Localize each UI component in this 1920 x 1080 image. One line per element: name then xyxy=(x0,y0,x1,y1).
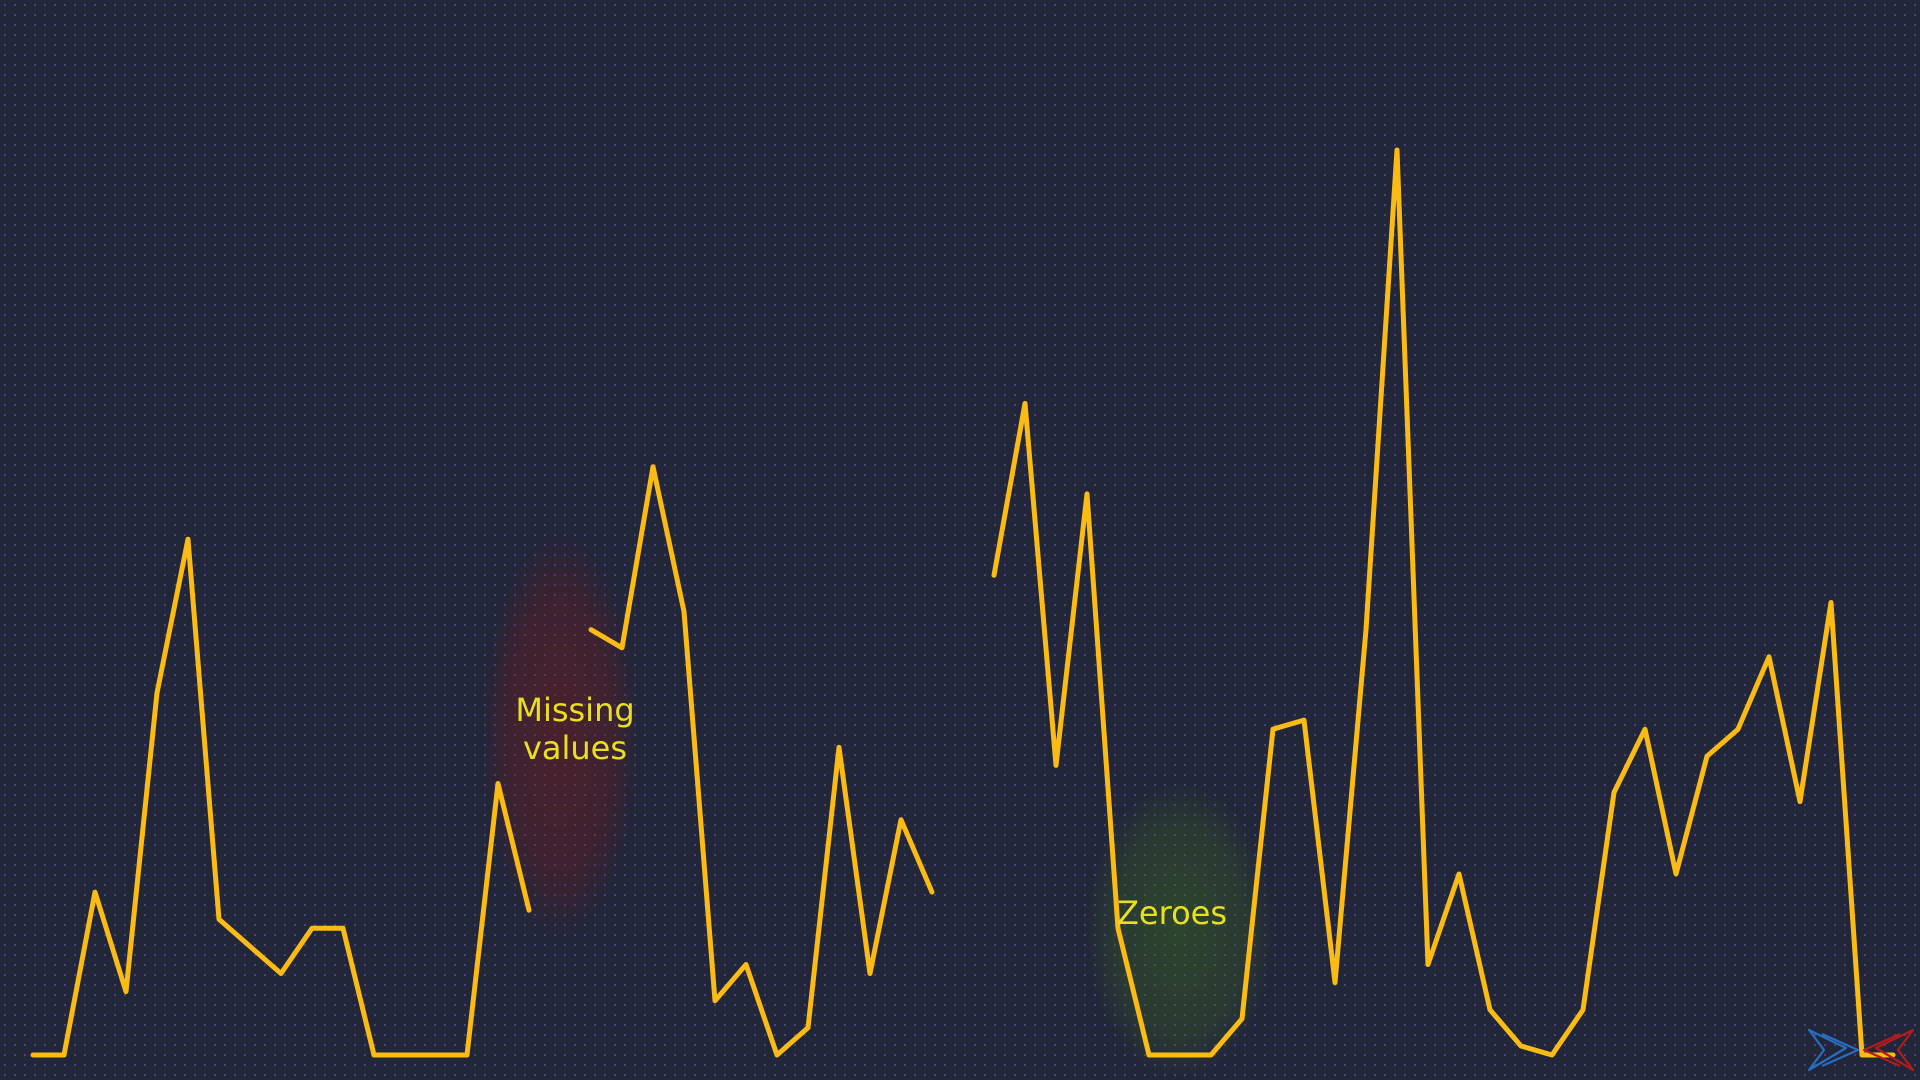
series-line-layer xyxy=(30,147,1896,1058)
zeroes-annotation: Zeroes xyxy=(1117,894,1227,932)
zeroes-highlight xyxy=(1085,780,1275,1080)
series-line-segment-2 xyxy=(991,147,1896,1058)
chevron-logo-icon xyxy=(1807,1028,1915,1072)
series-line-segment-1 xyxy=(588,464,935,1058)
highlight-layer xyxy=(482,535,1275,1080)
series-line-segment-0 xyxy=(30,536,532,1058)
missing-values-annotation: Missing values xyxy=(515,691,635,767)
